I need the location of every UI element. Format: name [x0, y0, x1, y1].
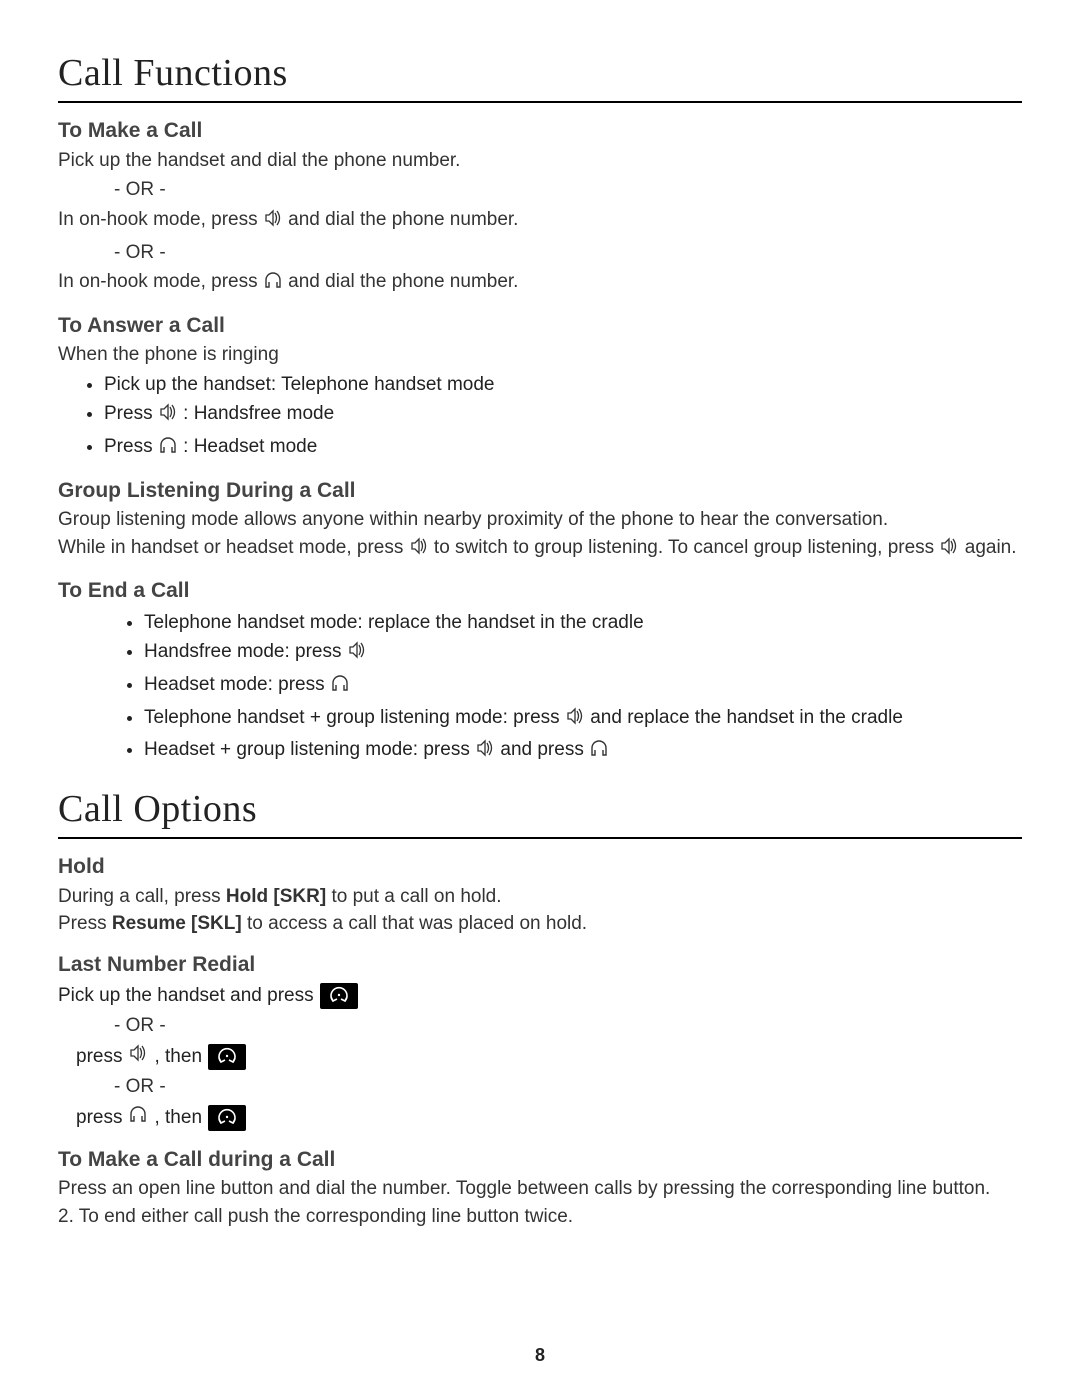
or-separator: - OR - [114, 1013, 1022, 1039]
subhead-answer-call: To Answer a Call [58, 312, 1022, 340]
text-fragment: Handsfree mode: press [144, 641, 347, 662]
text-fragment: Headset + group listening mode: press [144, 739, 475, 760]
or-separator: - OR - [114, 240, 1022, 266]
text-line: press , then [76, 1104, 1022, 1132]
text-fragment: press [76, 1105, 122, 1131]
list-item: Press : Headset mode [104, 434, 1022, 463]
manual-page: Call Functions To Make a Call Pick up th… [0, 0, 1080, 1397]
headset-icon [263, 270, 283, 298]
text-fragment: to switch to group listening. To cancel … [434, 537, 940, 558]
subhead-make-call: To Make a Call [58, 117, 1022, 145]
text-fragment: While in handset or headset mode, press [58, 537, 409, 558]
text-fragment: to access a call that was placed on hold… [247, 913, 587, 934]
text-line: In on-hook mode, press and dial the phon… [58, 269, 1022, 298]
list-item: Telephone handset mode: replace the hand… [144, 610, 1022, 636]
section-title-call-options: Call Options [58, 784, 1022, 839]
text-fragment: During a call, press [58, 886, 226, 907]
text-line: While in handset or headset mode, press … [58, 535, 1022, 564]
subhead-call-during-call: To Make a Call during a Call [58, 1146, 1022, 1174]
text-fragment: Telephone handset + group listening mode… [144, 707, 565, 728]
text-line: Pick up the handset and dial the phone n… [58, 148, 1022, 174]
text-fragment: Pick up the handset and press [58, 983, 314, 1009]
text-fragment: and dial the phone number. [288, 209, 518, 230]
text-fragment: to put a call on hold. [331, 886, 501, 907]
text-fragment: , then [154, 1105, 202, 1131]
text-line: press , then [76, 1043, 1022, 1071]
text-fragment: again. [965, 537, 1017, 558]
text-fragment: Press [104, 403, 158, 424]
text-fragment: and dial the phone number. [288, 271, 518, 292]
key-label: Resume [SKL] [112, 913, 242, 934]
speaker-icon [475, 738, 495, 766]
text-fragment: Headset mode: press [144, 674, 330, 695]
text-fragment: In on-hook mode, press [58, 209, 263, 230]
text-line: During a call, press Hold [SKR] to put a… [58, 884, 1022, 910]
or-separator: - OR - [114, 1074, 1022, 1100]
speaker-icon [128, 1043, 148, 1071]
text-fragment: , then [154, 1044, 202, 1070]
text-fragment: and press [500, 739, 589, 760]
section-title-call-functions: Call Functions [58, 48, 1022, 103]
subhead-redial: Last Number Redial [58, 951, 1022, 979]
list-item: Pick up the handset: Telephone handset m… [104, 372, 1022, 398]
speaker-icon [347, 640, 367, 668]
text-fragment: press [76, 1044, 122, 1070]
text-line: Group listening mode allows anyone withi… [58, 507, 1022, 533]
speaker-icon [263, 208, 283, 236]
text-fragment: : Headset mode [183, 436, 317, 457]
text-line: Press Resume [SKL] to access a call that… [58, 911, 1022, 937]
redial-icon [320, 983, 358, 1009]
list-item: Press : Handsfree mode [104, 401, 1022, 430]
subhead-end-call: To End a Call [58, 577, 1022, 605]
page-number: 8 [0, 1343, 1080, 1367]
redial-icon [208, 1105, 246, 1131]
list-item: Headset mode: press [144, 672, 1022, 701]
bullet-list: Telephone handset mode: replace the hand… [124, 610, 1022, 766]
text-fragment: and replace the handset in the cradle [590, 707, 903, 728]
speaker-icon [158, 402, 178, 430]
headset-icon [589, 738, 609, 766]
or-separator: - OR - [114, 177, 1022, 203]
text-fragment: Press [104, 436, 158, 457]
headset-icon [158, 435, 178, 463]
list-item: Telephone handset + group listening mode… [144, 705, 1022, 734]
text-fragment: Press [58, 913, 112, 934]
text-fragment: In on-hook mode, press [58, 271, 263, 292]
headset-icon [330, 673, 350, 701]
key-label: Hold [SKR] [226, 886, 326, 907]
subhead-hold: Hold [58, 853, 1022, 881]
text-line: Press an open line button and dial the n… [58, 1176, 1022, 1202]
text-line: In on-hook mode, press and dial the phon… [58, 207, 1022, 236]
text-line: 2. To end either call push the correspon… [58, 1204, 1022, 1230]
bullet-list: Pick up the handset: Telephone handset m… [84, 372, 1022, 463]
headset-icon [128, 1104, 148, 1132]
speaker-icon [409, 536, 429, 564]
text-fragment: : Handsfree mode [183, 403, 334, 424]
subhead-group-listening: Group Listening During a Call [58, 477, 1022, 505]
speaker-icon [939, 536, 959, 564]
list-item: Handsfree mode: press [144, 639, 1022, 668]
text-line: Pick up the handset and press [58, 983, 1022, 1009]
redial-icon [208, 1044, 246, 1070]
list-item: Headset + group listening mode: press an… [144, 737, 1022, 766]
speaker-icon [565, 706, 585, 734]
text-line: When the phone is ringing [58, 342, 1022, 368]
